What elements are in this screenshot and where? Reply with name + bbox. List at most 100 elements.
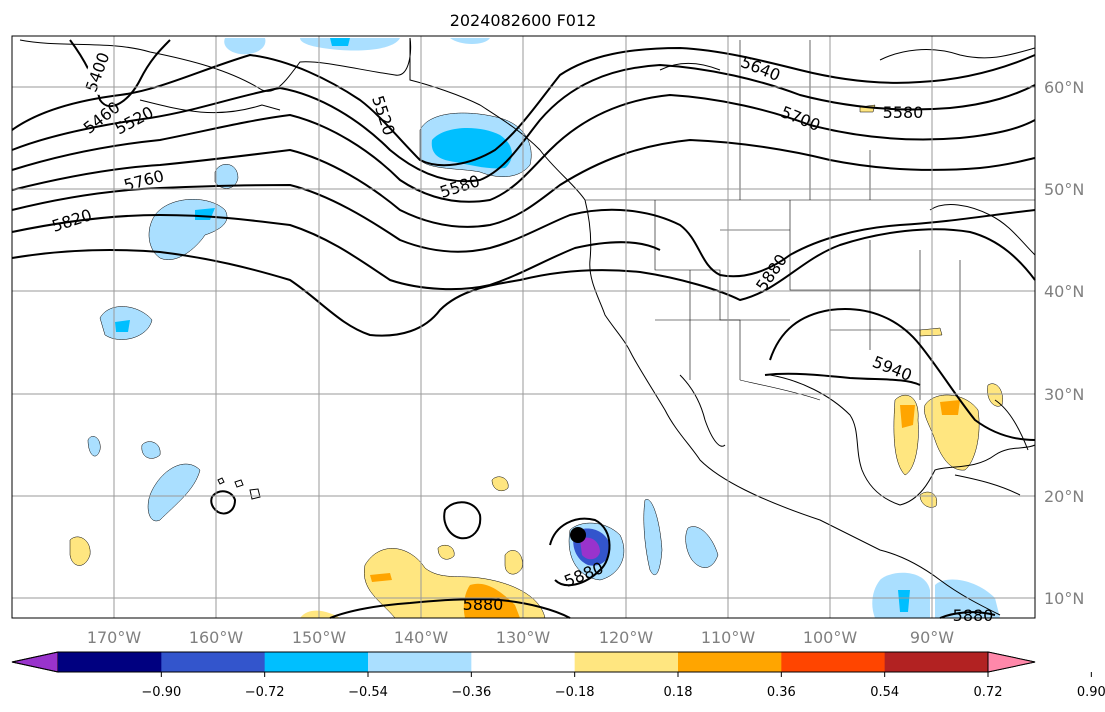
lon-label-160w: 160°W	[189, 628, 244, 647]
shade-top-1	[224, 38, 266, 55]
shade-se-us	[987, 383, 1003, 407]
height-contours	[11, 39, 1036, 619]
latitude-labels: 60°N 50°N 40°N 30°N 20°N 10°N	[1044, 78, 1084, 608]
shade-yellow-4	[491, 476, 509, 491]
contour-5880-hurricane	[549, 517, 611, 587]
shade-yellow-2	[504, 550, 523, 575]
contour-5640	[11, 93, 1036, 203]
colorbar-segment	[678, 652, 782, 672]
colorbar-tick-label: −0.90	[141, 685, 181, 700]
colorbar-segment	[884, 652, 989, 672]
colorbar-segment	[781, 652, 886, 672]
colorbar-tick-label: −0.36	[451, 685, 491, 700]
contour-5520	[11, 46, 1036, 167]
shaded-anomalies	[69, 38, 1003, 619]
coast-florida	[994, 399, 1029, 451]
lon-label-120w: 120°W	[599, 628, 654, 647]
contour-label-5880-se: 5880	[953, 606, 994, 625]
graticule	[12, 36, 1035, 618]
colorbar-segment	[58, 652, 162, 672]
map-title: 2024082600 F012	[450, 11, 597, 30]
lat-label-10n: 10°N	[1044, 589, 1084, 608]
map-panel: 5400 5460 5520 5520 5580 5580 5640 5700 …	[11, 35, 1036, 625]
shade-yellow-w	[69, 536, 91, 566]
shade-central-america-2	[935, 579, 1000, 618]
lon-label-90w: 90°W	[910, 628, 954, 647]
shade-yellow-3	[437, 545, 455, 560]
coast-cuba	[954, 474, 1021, 496]
contour-5940-b	[764, 372, 921, 386]
coast-west-us-mexico	[584, 199, 1001, 616]
shade-gulf-2	[924, 394, 980, 471]
lat-label-30n: 30°N	[1044, 385, 1084, 404]
colorbar-tick-label: −0.18	[555, 685, 595, 700]
colorbar: −0.90 −0.72 −0.54 −0.36 −0.18 0.18 0.36 0.54 0.7…	[11, 651, 1105, 700]
coast-arctic-1	[659, 62, 721, 71]
shade-gulf-1-core	[900, 405, 915, 428]
lon-label-140w: 140°W	[394, 628, 449, 647]
contour-5880-north	[11, 228, 1036, 337]
colorbar-tick-label: −0.54	[348, 685, 388, 700]
coast-hawaii-2	[234, 479, 244, 488]
shade-hawaii-3	[147, 463, 201, 522]
lat-label-60n: 60°N	[1044, 78, 1084, 97]
contour-label-bg	[80, 48, 114, 96]
colorbar-tick-label: 0.90	[1077, 685, 1105, 700]
contour-5880-se	[939, 611, 996, 619]
lat-label-40n: 40°N	[1044, 282, 1084, 301]
lat-label-50n: 50°N	[1044, 180, 1084, 199]
border-west-states	[654, 200, 741, 380]
contour-5820	[11, 213, 661, 291]
coast-alaska-panhandle	[409, 38, 586, 201]
shade-w-pacific-3-core	[115, 320, 130, 332]
contour-5880-loop-2	[210, 490, 237, 515]
contour-5880-south	[329, 598, 571, 619]
colorbar-segment	[368, 652, 472, 672]
colorbar-segment	[264, 652, 369, 672]
coast-hawaii-1	[217, 477, 225, 485]
shade-orange-main	[463, 583, 520, 618]
shade-top-3	[330, 38, 350, 46]
map-frame	[11, 35, 1036, 619]
longitude-labels: 170°W 160°W 150°W 140°W 130°W 120°W 110°…	[87, 628, 954, 647]
coast-hudson	[879, 47, 1036, 61]
colorbar-extend-low	[11, 651, 59, 673]
contour-5700	[11, 138, 1036, 228]
coastlines	[19, 37, 1036, 616]
shade-hurricane-core	[580, 537, 600, 560]
contour-label-5880-south: 5880	[463, 595, 504, 614]
lon-label-110w: 110°W	[701, 628, 756, 647]
contour-label-5580-e: 5580	[883, 103, 924, 122]
shade-gulf-2-core	[940, 400, 960, 415]
shade-orange-small	[370, 573, 392, 582]
border-us-mexico	[739, 379, 821, 401]
lon-label-170w: 170°W	[87, 628, 142, 647]
lat-label-20n: 20°N	[1044, 487, 1084, 506]
shade-hawaii-1	[87, 436, 101, 457]
colorbar-tick-label: 0.54	[870, 685, 899, 700]
colorbar-tick-label: 0.36	[767, 685, 796, 700]
lon-label-150w: 150°W	[292, 628, 347, 647]
lon-label-100w: 100°W	[803, 628, 858, 647]
colorbar-tick-label: −0.72	[245, 685, 285, 700]
coast-gulf	[769, 374, 1036, 506]
political-borders	[585, 40, 1035, 401]
colorbar-tick-labels: −0.90 −0.72 −0.54 −0.36 −0.18 0.18 0.36 0.54 0.7…	[141, 672, 1105, 700]
lon-label-130w: 130°W	[496, 628, 551, 647]
shade-gulf-alaska-core	[431, 128, 512, 169]
shade-top-4	[450, 38, 490, 44]
shade-east-1	[643, 499, 663, 575]
contour-5580	[11, 63, 1036, 183]
colorbar-segment	[161, 652, 266, 672]
shade-hawaii-2	[141, 441, 161, 459]
coast-baja	[679, 374, 726, 447]
shade-east-2	[685, 526, 719, 568]
colorbar-extend-high	[987, 651, 1036, 673]
colorbar-segments	[11, 651, 1036, 673]
shade-yellow-1	[300, 610, 340, 618]
contour-5940	[769, 308, 1036, 441]
colorbar-segment	[574, 652, 679, 672]
colorbar-tick-label: 0.72	[974, 685, 1003, 700]
coast-aleutian-peninsula	[139, 99, 281, 114]
